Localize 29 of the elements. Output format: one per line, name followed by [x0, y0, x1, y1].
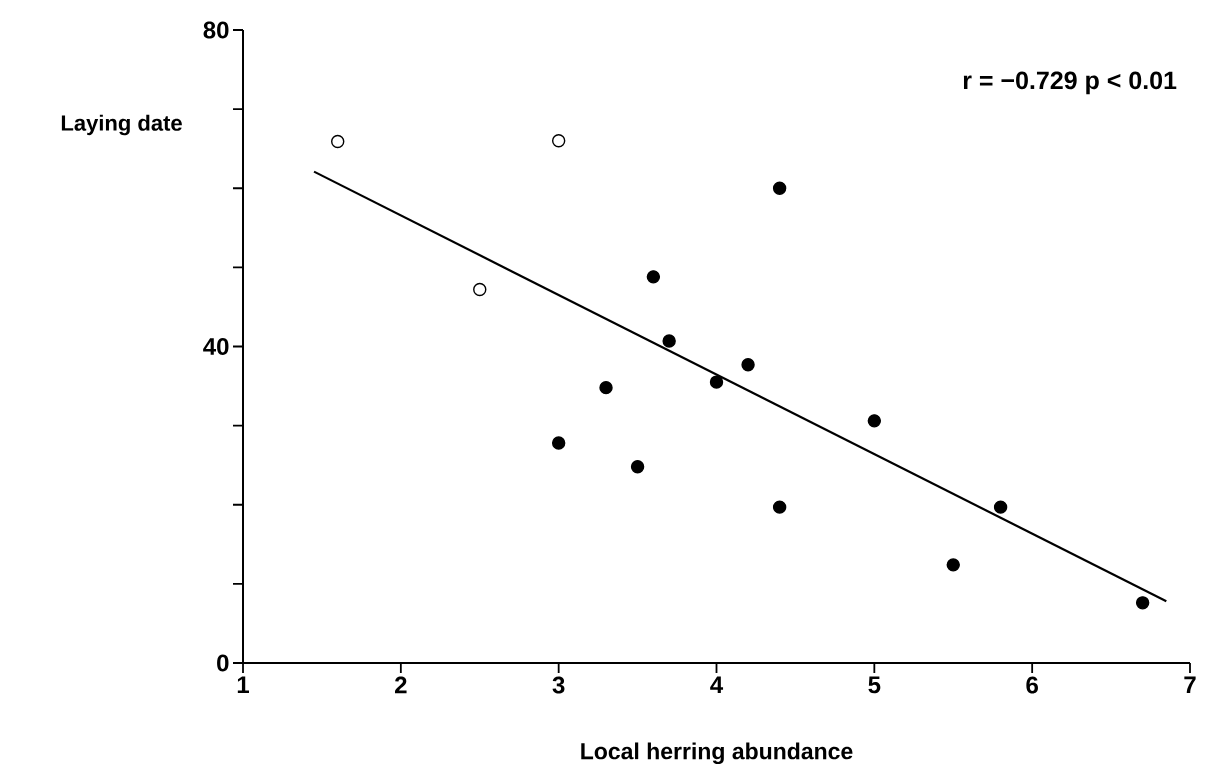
x-tick-label: 6 — [1026, 676, 1038, 694]
y-axis-title: Laying date — [61, 114, 182, 136]
point — [867, 414, 882, 428]
annotation: r = −0.729 p < 0.01 — [963, 71, 1177, 95]
y-tick-label: 80 — [203, 21, 229, 39]
point — [630, 460, 645, 474]
x-axis-title: Local herring abundance — [581, 742, 853, 765]
point — [473, 282, 487, 297]
point — [772, 500, 787, 514]
point — [741, 357, 755, 372]
y-tick-label: 40 — [203, 338, 229, 355]
x-tick-label: 3 — [552, 676, 565, 694]
point — [551, 436, 566, 450]
point — [646, 270, 661, 284]
point — [662, 334, 676, 348]
point — [331, 134, 345, 149]
x-tick-label: 4 — [710, 676, 724, 694]
x-tick-label: 1 — [237, 676, 249, 694]
y-tick-label: 0 — [217, 654, 229, 672]
point — [1135, 596, 1150, 610]
point — [709, 375, 724, 389]
point — [551, 134, 566, 148]
point — [599, 380, 613, 395]
point — [946, 558, 960, 572]
x-tick-label: 2 — [395, 676, 407, 694]
point — [993, 500, 1008, 514]
point — [772, 181, 787, 195]
x-tick-label: 7 — [1184, 676, 1196, 694]
x-tick-label: 5 — [868, 676, 881, 694]
